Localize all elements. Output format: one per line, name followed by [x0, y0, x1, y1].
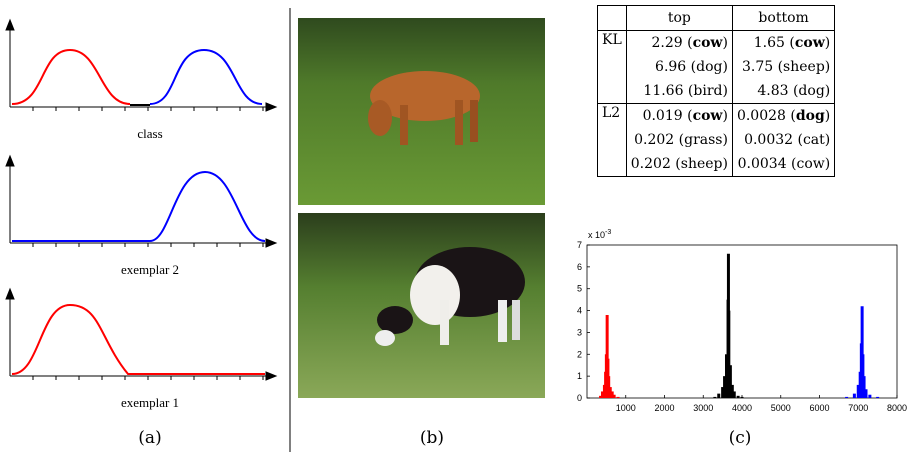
y-tick-label: 7 — [577, 240, 582, 250]
header-row: top bottom — [597, 5, 836, 31]
bold-text: cow — [692, 108, 723, 124]
table-cell: 3.75 (sheep) — [731, 55, 836, 79]
y-tick-label: 0 — [577, 393, 582, 403]
table-cell: 0.0032 (cat) — [731, 128, 836, 152]
chart: 1000 2000 3000 4000 5000 6000 7000 8000 0 1 2 3 4 5 6 7 — [577, 240, 907, 413]
caption: (c) — [729, 428, 752, 448]
y-tick-label: 4 — [577, 306, 582, 316]
y-tick-label: 6 — [577, 262, 582, 272]
y-tick-label: 5 — [577, 284, 582, 294]
table-cell: 1.65 (cow) — [731, 30, 836, 55]
plot-frame — [586, 244, 898, 399]
corner — [597, 5, 627, 31]
header-cell: bottom — [731, 5, 836, 31]
table-cell: 0.202 (grass) — [625, 128, 733, 152]
x-tick-label: 2000 — [654, 403, 674, 413]
header-cell: top — [625, 5, 733, 31]
table-cell: 6.96 (dog) — [625, 55, 733, 79]
table-row: 0.202 (sheep) 0.0034 (cow) — [598, 152, 836, 177]
table-row: 11.66 (bird) 4.83 (dog) — [598, 79, 836, 104]
x-tick-label: 3000 — [693, 403, 713, 413]
x-tick-label: 8000 — [887, 403, 907, 413]
table-cell: 2.29 (cow) — [625, 30, 733, 55]
plot-label: class — [137, 126, 162, 141]
photo-bottom — [298, 213, 545, 398]
table-cell: 4.83 (dog) — [731, 79, 836, 104]
group-label: L2 — [597, 103, 627, 177]
x-tick-label: 4000 — [732, 403, 752, 413]
plot-label: exemplar 2 — [121, 262, 179, 277]
y-multiplier-base: x 10 — [588, 230, 605, 240]
panel-a — [5, 18, 278, 381]
x-tick-label: 5000 — [771, 403, 791, 413]
x-tick-label: 7000 — [848, 403, 868, 413]
x-tick-label: 1000 — [616, 403, 636, 413]
caption: (b) — [420, 428, 444, 448]
bold-text: cow — [794, 35, 825, 51]
table-cell: 0.0028 (dog) — [731, 103, 836, 128]
table-row: 6.96 (dog) 3.75 (sheep) — [598, 55, 836, 79]
y-tick-label: 1 — [577, 371, 582, 381]
table-cell: 0.0034 (cow) — [731, 152, 836, 177]
table-row: KL 2.29 (cow) 1.65 (cow) — [597, 30, 836, 104]
y-tick-label: 2 — [577, 349, 582, 359]
table-cell: 0.202 (sheep) — [625, 152, 733, 177]
table-row: L2 0.019 (cow) 0.0028 (dog) — [597, 103, 836, 177]
y-multiplier-exp: -3 — [605, 229, 611, 236]
bold-text: cow — [692, 35, 723, 51]
y-tick-label: 3 — [577, 327, 582, 337]
table-row: 0.202 (grass) 0.0032 (cat) — [598, 128, 836, 152]
group-label: KL — [597, 30, 627, 104]
caption: (a) — [138, 428, 161, 448]
plot-label: exemplar 1 — [121, 395, 179, 410]
y-multiplier: x 10-3 — [588, 229, 611, 240]
x-tick-label: 6000 — [809, 403, 829, 413]
bold-text: dog — [795, 108, 825, 124]
table-cell: 0.019 (cow) — [625, 103, 733, 128]
photo-top — [298, 18, 545, 205]
table-cell: 11.66 (bird) — [625, 79, 733, 104]
results-table: top bottom KL 2.29 (cow) 1.65 (cow) 6.96 (dog… — [597, 5, 836, 177]
